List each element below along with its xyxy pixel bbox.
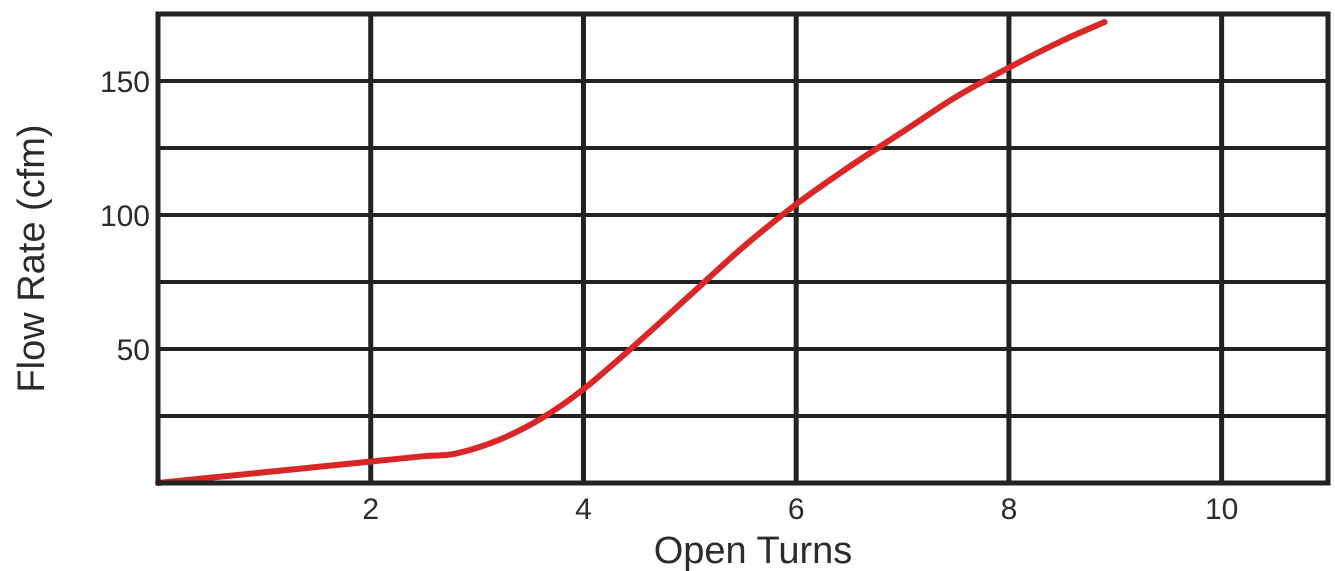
x-tick-label: 6 (788, 493, 805, 526)
x-tick-label: 8 (1001, 493, 1018, 526)
y-tick-label: 100 (100, 200, 150, 233)
y-axis-label: Flow Rate (cfm) (11, 124, 53, 392)
plot-frame (155, 11, 1331, 486)
x-tick-label: 10 (1205, 493, 1238, 526)
x-tick-label: 2 (362, 493, 379, 526)
y-tick-label: 150 (100, 66, 150, 99)
x-tick-label: 4 (575, 493, 592, 526)
grid (158, 14, 1328, 483)
tick-labels: 2 4 6 8 10 50 100 150 (100, 66, 1238, 526)
y-tick-label: 50 (117, 334, 150, 367)
x-axis-label: Open Turns (654, 530, 853, 571)
flow-rate-line (155, 19, 1108, 486)
series (155, 19, 1108, 486)
